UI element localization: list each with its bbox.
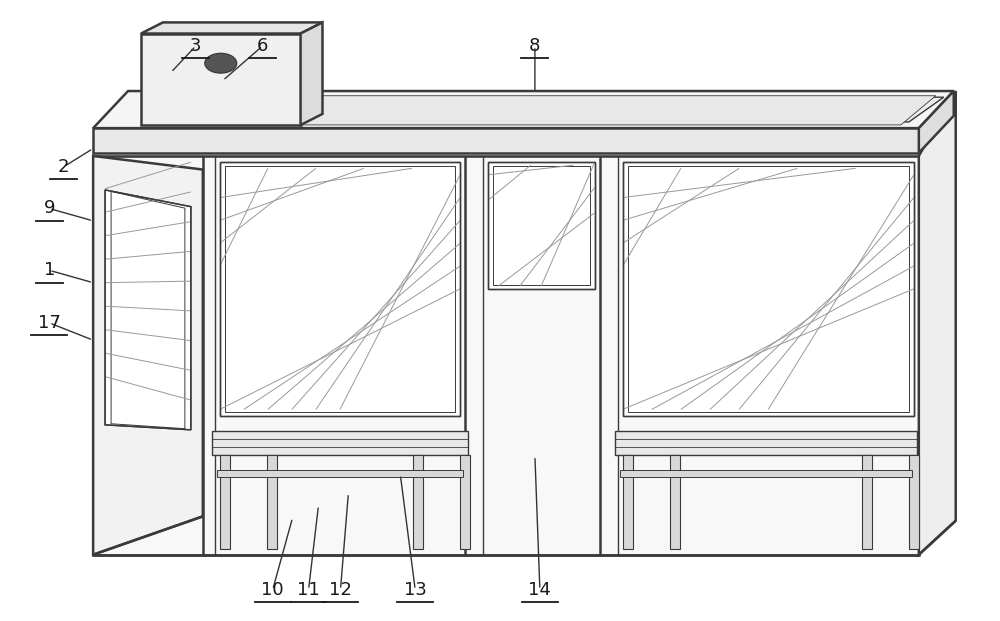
Polygon shape — [141, 34, 301, 125]
Polygon shape — [301, 22, 322, 125]
Text: 10: 10 — [261, 581, 284, 599]
Text: 2: 2 — [57, 158, 69, 176]
Polygon shape — [278, 97, 944, 122]
Text: 1: 1 — [44, 261, 55, 279]
Text: 12: 12 — [329, 581, 352, 599]
Circle shape — [205, 53, 237, 73]
Polygon shape — [212, 431, 468, 455]
Polygon shape — [220, 455, 230, 548]
Text: 9: 9 — [44, 199, 55, 217]
Polygon shape — [93, 156, 919, 555]
Polygon shape — [909, 455, 919, 548]
Polygon shape — [413, 455, 423, 548]
Polygon shape — [670, 455, 680, 548]
Text: 11: 11 — [297, 581, 320, 599]
Polygon shape — [105, 190, 191, 430]
Polygon shape — [615, 431, 917, 455]
Polygon shape — [93, 128, 919, 153]
Text: 14: 14 — [528, 581, 551, 599]
Text: 3: 3 — [190, 37, 202, 55]
Polygon shape — [919, 91, 956, 555]
Polygon shape — [488, 162, 595, 289]
Polygon shape — [93, 91, 954, 128]
Polygon shape — [217, 470, 463, 478]
Polygon shape — [286, 96, 936, 125]
Text: 17: 17 — [38, 314, 61, 332]
Polygon shape — [93, 156, 203, 555]
Polygon shape — [862, 455, 872, 548]
Polygon shape — [141, 22, 322, 34]
Polygon shape — [919, 91, 954, 153]
Polygon shape — [460, 455, 470, 548]
Text: 13: 13 — [404, 581, 427, 599]
Text: 8: 8 — [529, 37, 541, 55]
Polygon shape — [620, 470, 912, 478]
Polygon shape — [220, 162, 460, 415]
Polygon shape — [623, 162, 914, 415]
Polygon shape — [267, 455, 277, 548]
Polygon shape — [623, 455, 633, 548]
Text: 6: 6 — [257, 37, 268, 55]
